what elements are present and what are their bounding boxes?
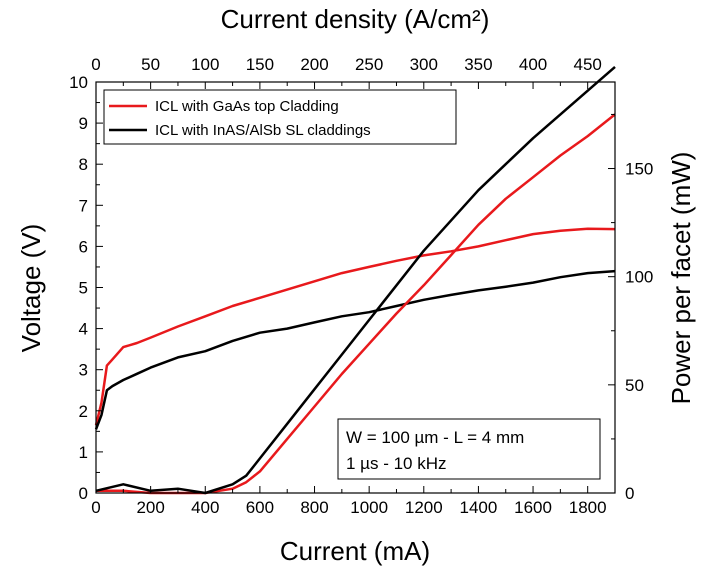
series-line-0 [96, 229, 615, 426]
y-tick-label-2: 2 [79, 402, 88, 421]
x2-tick-label-9: 450 [573, 55, 601, 74]
x2-tick-label-3: 150 [246, 55, 274, 74]
x2-tick-label-4: 200 [300, 55, 328, 74]
annotation-line-1: W = 100 µm - L = 4 mm [346, 428, 524, 447]
x-tick-label-8: 1600 [514, 498, 552, 517]
x-tick-label-6: 1200 [405, 498, 443, 517]
y-tick-label-10: 10 [69, 73, 88, 92]
x-axis-title: Current (mA) [280, 536, 430, 566]
y2-tick-label-2: 100 [625, 268, 653, 287]
y-tick-label-4: 4 [79, 320, 88, 339]
legend-label-black: ICL with InAS/AlSb SL claddings [155, 122, 371, 139]
x-tick-label-5: 1000 [350, 498, 388, 517]
y2-tick-label-3: 150 [625, 160, 653, 179]
y2-axis-title: Power per facet (mW) [666, 152, 696, 405]
legend-label-red: ICL with GaAs top Cladding [155, 98, 339, 115]
x2-tick-label-8: 400 [519, 55, 547, 74]
x-tick-label-9: 1800 [569, 498, 607, 517]
y-tick-label-1: 1 [79, 443, 88, 462]
y-tick-label-5: 5 [79, 279, 88, 298]
y-tick-label-8: 8 [79, 155, 88, 174]
x2-tick-label-6: 300 [410, 55, 438, 74]
y-tick-label-3: 3 [79, 361, 88, 380]
y-tick-label-7: 7 [79, 196, 88, 215]
x-tick-label-4: 800 [300, 498, 328, 517]
y-tick-label-0: 0 [79, 484, 88, 503]
x2-axis-title: Current density (A/cm²) [221, 4, 490, 34]
y-tick-label-9: 9 [79, 114, 88, 133]
x-tick-label-2: 400 [191, 498, 219, 517]
y-tick-label-6: 6 [79, 237, 88, 256]
x2-tick-label-5: 250 [355, 55, 383, 74]
y2-tick-label-0: 0 [625, 484, 634, 503]
annotation-box: W = 100 µm - L = 4 mm 1 µs - 10 kHz [338, 419, 600, 479]
annotation-line-2: 1 µs - 10 kHz [346, 454, 447, 473]
x2-tick-label-2: 100 [191, 55, 219, 74]
x-tick-label-7: 1400 [460, 498, 498, 517]
x-tick-label-3: 600 [246, 498, 274, 517]
x2-tick-label-0: 0 [91, 55, 100, 74]
x-tick-label-0: 0 [91, 498, 100, 517]
legend: ICL with GaAs top Cladding ICL with InAS… [104, 90, 456, 144]
y-axis-title: Voltage (V) [16, 224, 46, 353]
y2-tick-label-1: 50 [625, 376, 644, 395]
x2-tick-label-1: 50 [141, 55, 160, 74]
series-line-1 [96, 271, 615, 429]
x-tick-label-1: 200 [136, 498, 164, 517]
x2-tick-label-7: 350 [464, 55, 492, 74]
